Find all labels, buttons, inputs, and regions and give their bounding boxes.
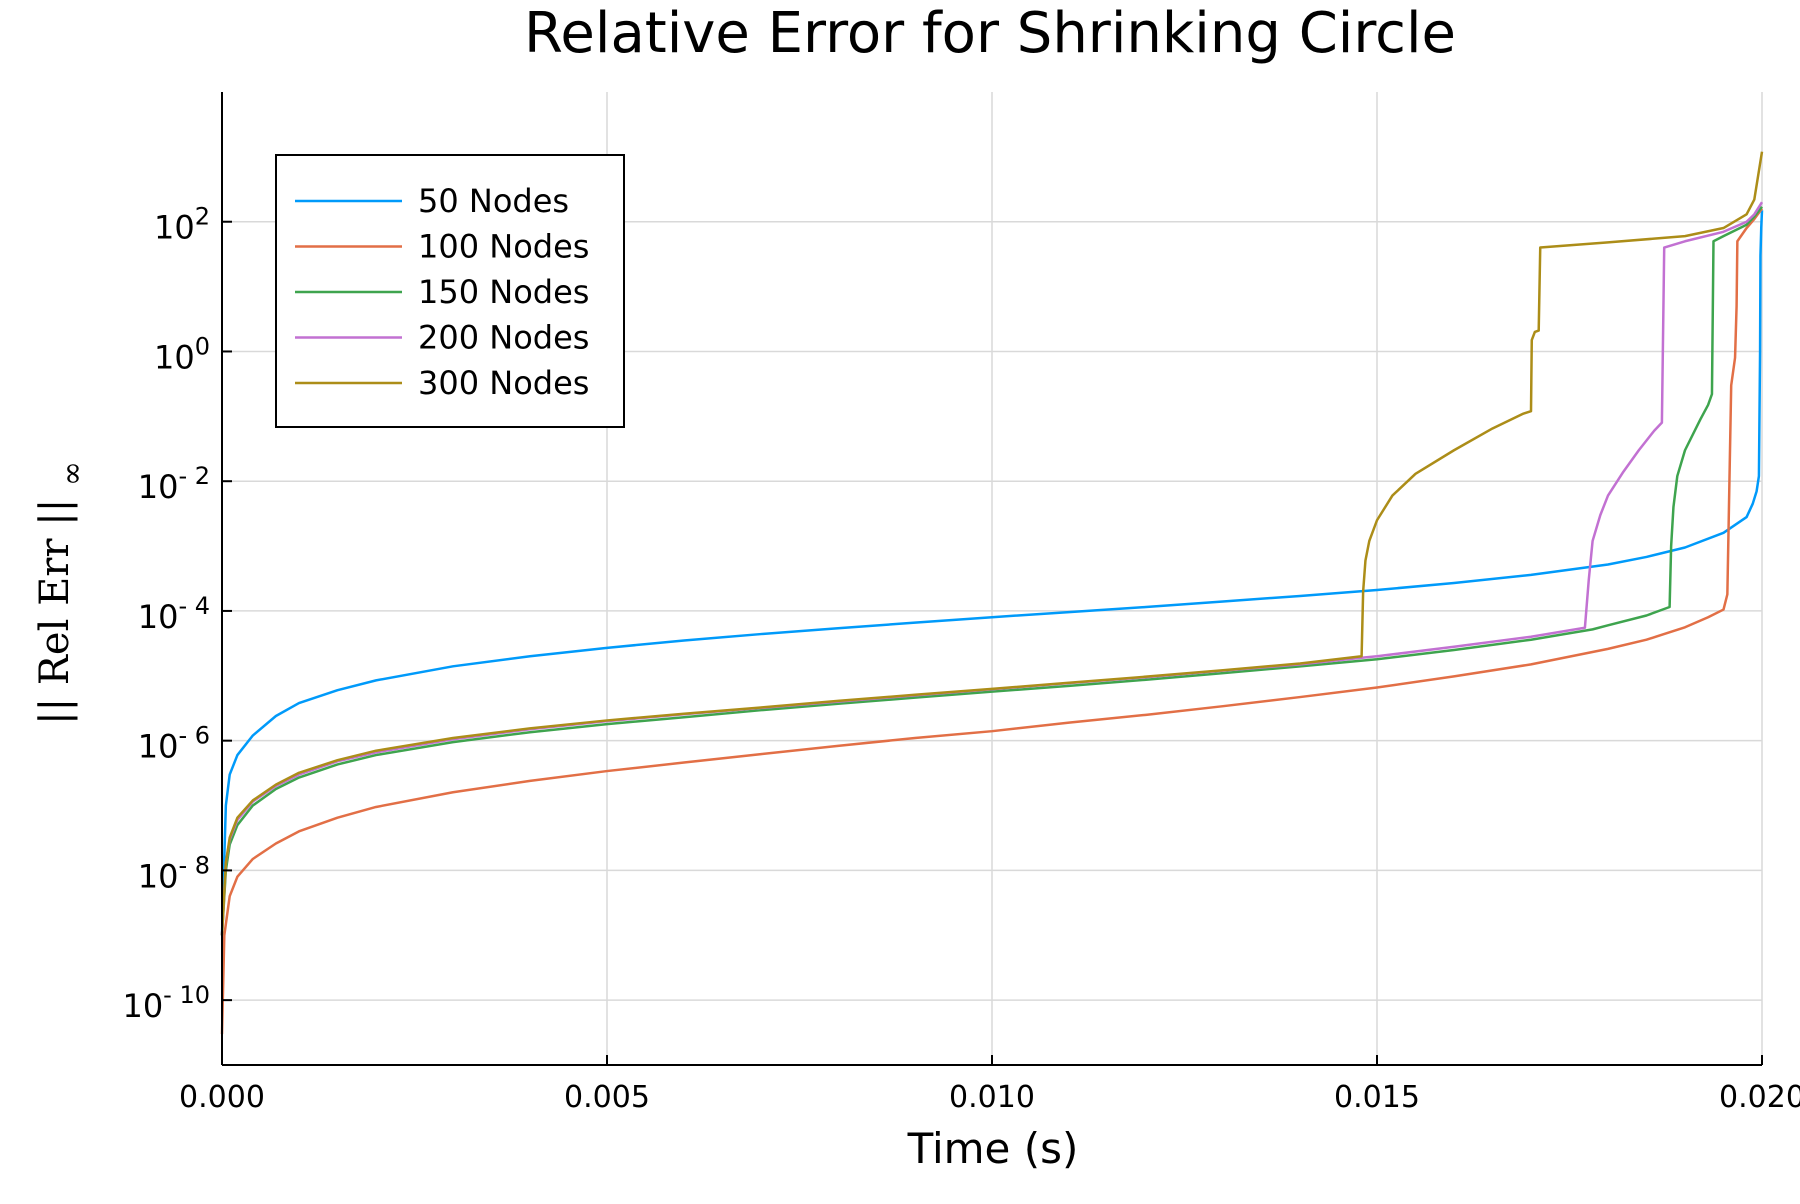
- y-tick-label-exponent: 0: [195, 332, 210, 360]
- y-tick-label-exponent: 2: [195, 203, 210, 231]
- chart-title: Relative Error for Shrinking Circle: [524, 1, 1456, 66]
- y-tick-label: 10- 2: [138, 462, 210, 506]
- y-tick-label-base: 10: [138, 728, 179, 766]
- x-tick-label: 0.005: [564, 1080, 650, 1115]
- y-tick-label-base: 10: [154, 338, 195, 376]
- legend-label-4: 200 Nodes: [418, 319, 589, 357]
- legend-label-1: 50 Nodes: [418, 182, 569, 220]
- y-tick-label: 102: [154, 203, 210, 247]
- y-tick-label-base: 10: [154, 209, 195, 247]
- y-axis-label: || Rel Err || ∞: [32, 461, 90, 725]
- y-tick-label-base: 10: [138, 857, 179, 895]
- y-tick-label-exponent: - 2: [178, 462, 210, 490]
- y-tick-label-base: 10: [138, 468, 179, 506]
- x-tick-label: 0.020: [1719, 1080, 1800, 1115]
- y-axis-label-main: || Rel Err ||: [32, 499, 78, 725]
- y-axis-label-subscript: ∞: [55, 461, 90, 486]
- axes-layer: [221, 92, 1763, 1066]
- series-line-3: [220, 206, 1763, 936]
- y-tick-label-exponent: - 4: [178, 592, 210, 620]
- series-layer: [220, 151, 1764, 1035]
- y-tick-label: 10- 10: [122, 981, 210, 1025]
- y-tick-label-exponent: - 10: [163, 981, 210, 1009]
- y-tick-label-base: 10: [122, 987, 163, 1025]
- series-line-1: [220, 210, 1764, 936]
- y-tick-label: 10- 4: [138, 592, 210, 636]
- y-tick-label: 10- 6: [138, 722, 210, 766]
- y-tick-label: 100: [154, 332, 210, 376]
- series-line-2: [220, 207, 1764, 1035]
- y-tick-label-exponent: - 6: [178, 722, 210, 750]
- series-line-5: [220, 151, 1764, 936]
- x-tick-label: 0.000: [179, 1080, 265, 1115]
- x-tick-label: 0.010: [949, 1080, 1035, 1115]
- y-tick-label-exponent: - 8: [178, 851, 210, 879]
- x-tick-labels: 0.000 0.005 0.010 0.015 0.020: [179, 1080, 1800, 1115]
- y-tick-label: 10- 8: [138, 851, 210, 895]
- legend-label-5: 300 Nodes: [418, 364, 589, 402]
- legend-label-3: 150 Nodes: [418, 273, 589, 311]
- legend-label-2: 100 Nodes: [418, 228, 589, 266]
- x-axis-label: Time (s): [907, 1124, 1079, 1173]
- legend: 50 Nodes 100 Nodes 150 Nodes 200 Nodes 300 N…: [275, 154, 625, 428]
- y-tick-label-base: 10: [138, 598, 179, 636]
- x-tick-label: 0.015: [1334, 1080, 1420, 1115]
